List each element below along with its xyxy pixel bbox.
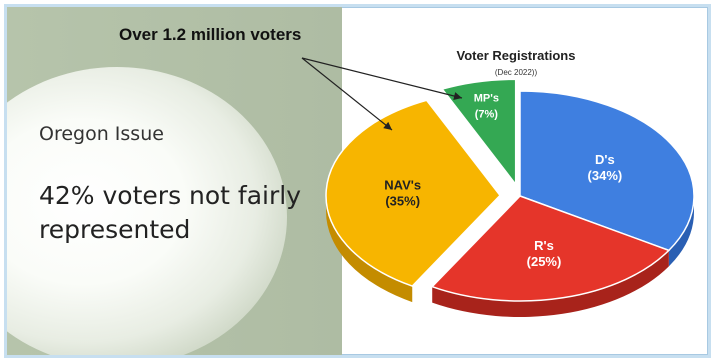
left-panel: Oregon Issue 42% voters not fairly repre… xyxy=(7,7,342,355)
callout-arrowhead xyxy=(383,121,392,130)
pie-slice-side-r-s xyxy=(432,250,669,317)
callout-arrow xyxy=(301,57,463,99)
callout-label: Over 1.2 million voters xyxy=(119,25,302,44)
slice-label-r-s: R's xyxy=(534,238,554,253)
pie-slice-d-s xyxy=(519,90,695,252)
pie-slice-nav-s xyxy=(325,99,502,287)
callout-arrowhead xyxy=(453,92,462,100)
spotlight-glow xyxy=(7,67,287,355)
slice-value-mp-s: (7%) xyxy=(475,108,499,120)
pie-slice-side-d-s xyxy=(668,196,694,267)
issue-title: Oregon Issue xyxy=(39,123,164,145)
pie-slice-side-nav-s xyxy=(326,195,413,303)
slice-label-mp-s: MP's xyxy=(474,92,499,104)
chart-subtitle: (Dec 2022)) xyxy=(495,68,538,77)
slice-label-nav-s: NAV's xyxy=(384,178,421,193)
chart-title: Voter Registrations xyxy=(457,48,576,63)
pie-slice-r-s xyxy=(430,195,671,302)
callout-arrow xyxy=(301,57,393,131)
issue-statement: 42% voters not fairly represented xyxy=(39,181,302,244)
slice-value-r-s: (25%) xyxy=(527,254,562,269)
slice-label-d-s: D's xyxy=(595,152,615,167)
slice-value-d-s: (34%) xyxy=(588,168,623,183)
slice-value-nav-s: (35%) xyxy=(385,194,420,209)
pie-slice-mp-s xyxy=(441,78,517,187)
